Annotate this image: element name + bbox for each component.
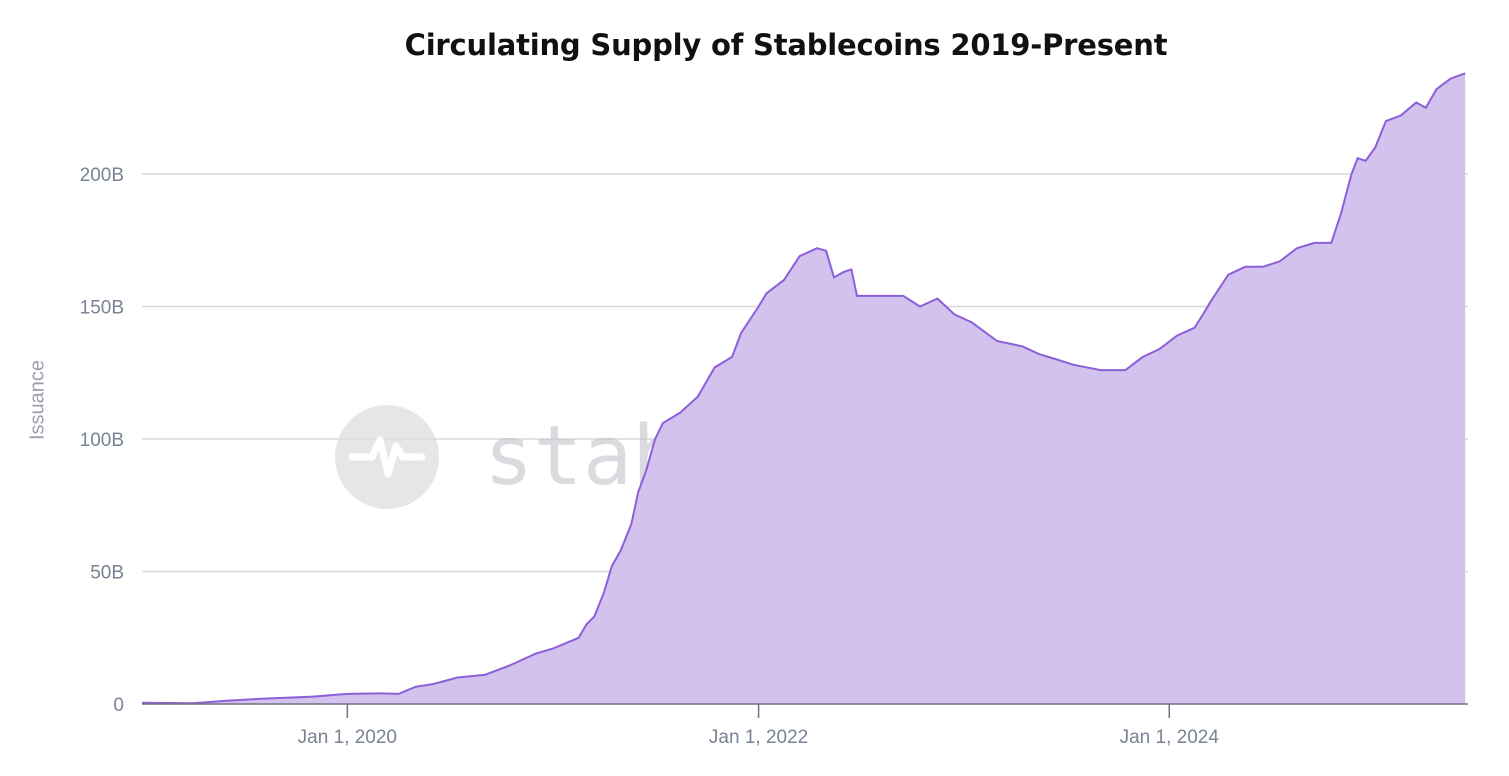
y-tick-label: 200B (80, 165, 124, 186)
y-ticks: 0 50B 100B 150B 200B (80, 165, 124, 716)
x-tick-label: Jan 1, 2020 (298, 727, 397, 748)
x-ticks: Jan 1, 2020 Jan 1, 2022 Jan 1, 2024 (298, 704, 1220, 748)
y-tick-label: 0 (113, 695, 124, 716)
y-tick-label: 100B (80, 430, 124, 451)
y-tick-label: 150B (80, 298, 124, 319)
chart-title: Circulating Supply of Stablecoins 2019-P… (404, 28, 1168, 62)
series-line (141, 72, 1466, 705)
x-tick-label: Jan 1, 2024 (1120, 727, 1220, 748)
series-area (142, 73, 1466, 705)
x-tick-label: Jan 1, 2022 (709, 727, 808, 748)
y-tick-label: 50B (90, 563, 124, 584)
watermark-pulse-icon (348, 436, 426, 478)
